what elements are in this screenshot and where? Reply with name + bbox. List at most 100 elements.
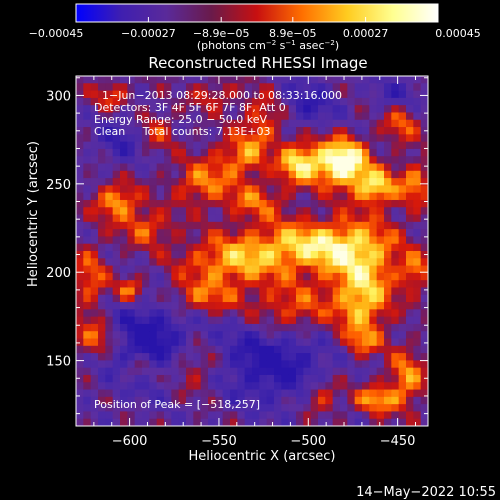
heatmap-cell: [134, 367, 143, 376]
heatmap-cell: [325, 345, 334, 354]
heatmap-cell: [274, 141, 282, 150]
heatmap-cell: [208, 178, 216, 186]
heatmap-cell: [406, 360, 414, 369]
heatmap-cell: [347, 178, 356, 186]
heatmap-cell: [318, 294, 326, 303]
heatmap-cell: [105, 353, 114, 361]
heatmap-cell: [76, 119, 84, 128]
heatmap-cell: [230, 134, 238, 143]
heatmap-cell: [303, 287, 312, 296]
heatmap-cell: [171, 156, 180, 165]
heatmap-cell: [413, 148, 422, 157]
heatmap-cell: [83, 338, 92, 347]
heatmap-cell: [406, 338, 414, 347]
heatmap-cell: [310, 411, 319, 420]
heatmap-cell: [186, 294, 194, 303]
heatmap-cell: [281, 251, 290, 259]
heatmap-cell: [112, 360, 121, 369]
heatmap-cell: [142, 316, 150, 325]
heatmap-cell: [347, 199, 356, 208]
heatmap-cell: [252, 236, 260, 245]
heatmap-cell: [354, 323, 363, 332]
heatmap-cell: [274, 221, 282, 230]
heatmap-cell: [266, 236, 275, 245]
heatmap-cell: [340, 141, 348, 150]
heatmap-cell: [215, 374, 224, 383]
heatmap-cell: [120, 287, 128, 296]
heatmap-cell: [90, 156, 99, 165]
heatmap-cell: [325, 207, 334, 216]
heatmap-cell: [252, 411, 260, 420]
heatmap-cell: [244, 280, 253, 289]
heatmap-cell: [296, 178, 304, 186]
heatmap-cell: [149, 374, 158, 383]
heatmap-cell: [222, 374, 231, 383]
heatmap-cell: [83, 90, 92, 99]
heatmap-cell: [112, 178, 121, 186]
heatmap-cell: [362, 338, 370, 347]
heatmap-cell: [76, 156, 84, 165]
heatmap-cell: [354, 309, 363, 318]
heatmap-cell: [98, 251, 106, 259]
heatmap-cell: [420, 309, 428, 318]
heatmap-cell: [303, 207, 312, 216]
heatmap-cell: [98, 170, 106, 179]
heatmap-cell: [420, 411, 428, 420]
heatmap-cell: [259, 112, 268, 121]
heatmap-cell: [384, 134, 392, 143]
heatmap-cell: [252, 141, 260, 150]
heatmap-cell: [156, 258, 165, 267]
heatmap-cell: [347, 214, 356, 223]
heatmap-cell: [420, 331, 428, 340]
heatmap-cell: [215, 411, 224, 420]
heatmap-cell: [296, 360, 304, 369]
heatmap-cell: [362, 90, 370, 99]
heatmap-cell: [296, 127, 304, 135]
heatmap-cell: [178, 76, 187, 84]
heatmap-cell: [347, 141, 356, 150]
heatmap-cell: [215, 148, 224, 157]
heatmap-cell: [376, 316, 385, 325]
heatmap-cell: [303, 353, 312, 361]
heatmap-cell: [391, 163, 400, 172]
heatmap-cell: [303, 280, 312, 289]
heatmap-cell: [340, 105, 348, 114]
heatmap-cell: [178, 207, 187, 216]
heatmap-cell: [362, 207, 370, 216]
heatmap-cell: [134, 287, 143, 296]
heatmap-cell: [105, 382, 114, 391]
heatmap-cell: [369, 236, 378, 245]
heatmap-cell: [406, 418, 414, 426]
heatmap-cell: [230, 148, 238, 157]
heatmap-cell: [281, 302, 290, 310]
heatmap-cell: [171, 76, 180, 84]
heatmap-cell: [406, 83, 414, 92]
heatmap-cell: [354, 316, 363, 325]
heatmap-cell: [391, 389, 400, 398]
heatmap-cell: [376, 345, 385, 354]
heatmap-cell: [120, 374, 128, 383]
heatmap-cell: [252, 316, 260, 325]
heatmap-cell: [156, 90, 165, 99]
heatmap-cell: [83, 163, 92, 172]
heatmap-cell: [156, 411, 165, 420]
heatmap-cell: [362, 404, 370, 413]
heatmap-cell: [274, 207, 282, 216]
heatmap-cell: [244, 105, 253, 114]
heatmap-cell: [347, 338, 356, 347]
heatmap-cell: [178, 199, 187, 208]
heatmap-cell: [340, 97, 348, 106]
heatmap-cell: [171, 323, 180, 332]
heatmap-cell: [215, 127, 224, 135]
heatmap-cell: [112, 411, 121, 420]
heatmap-cell: [186, 316, 194, 325]
heatmap-cell: [171, 141, 180, 150]
heatmap-cell: [200, 396, 209, 405]
heatmap-cell: [376, 156, 385, 165]
heatmap-cell: [266, 90, 275, 99]
heatmap-cell: [90, 170, 99, 179]
heatmap-cell: [266, 178, 275, 186]
heatmap-cell: [332, 374, 341, 383]
heatmap-cell: [354, 105, 363, 114]
heatmap-cell: [347, 353, 356, 361]
